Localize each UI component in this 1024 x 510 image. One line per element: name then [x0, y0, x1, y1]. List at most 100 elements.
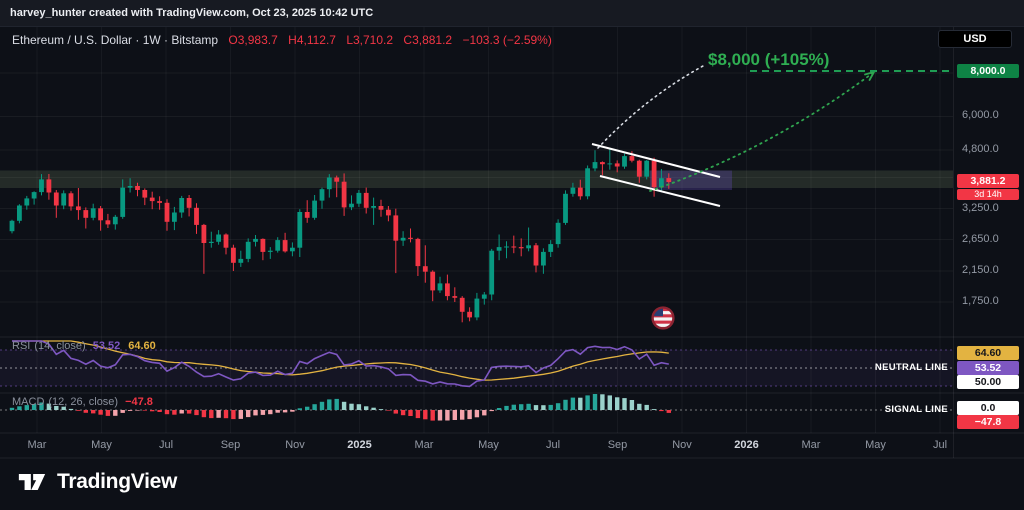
- macd-bar: [142, 410, 147, 411]
- candle-body: [622, 156, 627, 167]
- candle-body: [437, 283, 443, 291]
- candle-body: [518, 247, 524, 249]
- bar-countdown-badge: 3d 14h: [957, 189, 1019, 200]
- candle-body: [245, 241, 251, 259]
- macd-bar: [157, 410, 162, 412]
- rsi-legend: RSI (14, close) 53.52 64.60: [12, 340, 156, 352]
- price-target-annotation: $8,000 (+105%): [708, 50, 830, 69]
- ohlc-high-value: 4,112.7: [296, 33, 336, 47]
- macd-bar: [592, 394, 598, 410]
- candle-body: [607, 163, 613, 165]
- macd-bar: [172, 410, 177, 415]
- macd-bar: [334, 398, 339, 410]
- candle-body: [415, 238, 421, 267]
- candle-body: [371, 206, 376, 208]
- macd-bar: [216, 410, 221, 418]
- macd-title: MACD: [12, 396, 45, 408]
- candle-body: [378, 206, 384, 210]
- macd-bar: [268, 410, 273, 415]
- time-axis-label: Nov: [285, 439, 305, 451]
- macd-bar: [386, 410, 391, 411]
- candle-body: [112, 216, 118, 225]
- projection-dotted-line-white: [597, 65, 704, 149]
- macd-bar: [24, 405, 29, 410]
- channel-lower-line[interactable]: [599, 175, 721, 207]
- macd-bar: [666, 410, 671, 413]
- macd-bar: [120, 410, 125, 413]
- time-axis-label: Mar: [414, 439, 434, 451]
- macd-bar: [356, 404, 362, 410]
- candle-body: [452, 296, 458, 298]
- candle-body: [481, 294, 487, 299]
- candle-body: [614, 163, 620, 167]
- macd-bar: [496, 408, 502, 410]
- macd-params: (12, 26, close): [48, 396, 119, 408]
- macd-bar: [460, 410, 465, 420]
- price-axis-label: 6,000.0: [962, 109, 999, 122]
- candle-body: [149, 197, 155, 202]
- macd-bar: [482, 410, 487, 416]
- macd-zero-badge: 0.0: [957, 401, 1019, 415]
- macd-bar: [415, 410, 421, 419]
- time-axis[interactable]: Mar May Jul Sep Nov 2025 Mar May Jul Sep Nov 2026 Ma…: [0, 433, 953, 458]
- macd-value-badge: −47.8: [957, 415, 1019, 429]
- macd-bar: [445, 410, 450, 421]
- candle-body: [164, 202, 170, 222]
- price-axis-label: 3,250.0: [962, 201, 999, 214]
- macd-bar: [467, 410, 472, 420]
- candle-body: [98, 208, 103, 221]
- candle-body: [533, 245, 539, 266]
- macd-bar: [578, 397, 583, 410]
- macd-bar: [541, 405, 546, 410]
- macd-bar: [437, 410, 443, 421]
- macd-bar: [297, 408, 302, 410]
- macd-bar: [615, 397, 620, 410]
- candle-body: [548, 244, 554, 252]
- macd-bar: [349, 403, 354, 410]
- candle-body: [216, 234, 221, 242]
- tradingview-logo[interactable]: TradingView: [16, 466, 177, 498]
- logo-text: TradingView: [57, 470, 178, 493]
- candle-body: [326, 177, 332, 190]
- candle-body: [636, 160, 642, 177]
- candle-body: [504, 246, 509, 248]
- grid: [0, 27, 953, 433]
- macd-bar: [253, 410, 258, 416]
- macd-bar: [504, 405, 509, 410]
- macd-bar: [275, 410, 280, 413]
- candle-body: [422, 266, 428, 272]
- macd-bar: [135, 410, 140, 411]
- signal-line-label: SIGNAL LINE: [884, 404, 948, 415]
- macd-bar: [651, 409, 657, 410]
- macd-bar: [164, 410, 170, 415]
- candle-body: [231, 247, 236, 263]
- candle-body: [445, 283, 450, 297]
- attribution-text: harvey_hunter created with TradingView.c…: [10, 7, 374, 19]
- macd-bar: [150, 410, 155, 412]
- candle-body: [157, 201, 162, 203]
- candle-body: [208, 241, 214, 243]
- time-axis-label: Mar: [27, 439, 47, 451]
- candle-body: [363, 192, 369, 208]
- macd-bar: [9, 407, 15, 410]
- rsi-ma-line: [12, 340, 669, 381]
- channel-upper-line[interactable]: [591, 143, 721, 178]
- macd-bar: [400, 410, 406, 416]
- time-axis-label: Jul: [932, 439, 948, 451]
- macd-bar: [61, 406, 66, 410]
- candle-body: [474, 298, 480, 318]
- symbol-legend: Ethereum / U.S. Dollar · 1W · Bitstamp O…: [12, 33, 552, 47]
- macd-bar: [290, 410, 295, 412]
- macd-bar: [312, 404, 317, 410]
- us-flag-icon: [651, 306, 675, 330]
- macd-bar: [548, 404, 553, 410]
- price-scale[interactable]: 8,000.0 3,881.2 3d 14h 64.60 53.52 50.00…: [953, 27, 1024, 458]
- candle-body: [459, 297, 465, 312]
- candle-body: [629, 156, 635, 161]
- candle-body: [600, 162, 605, 165]
- macd-bar: [201, 410, 207, 418]
- candle-body: [341, 181, 347, 208]
- currency-toggle-button[interactable]: USD: [938, 30, 1012, 48]
